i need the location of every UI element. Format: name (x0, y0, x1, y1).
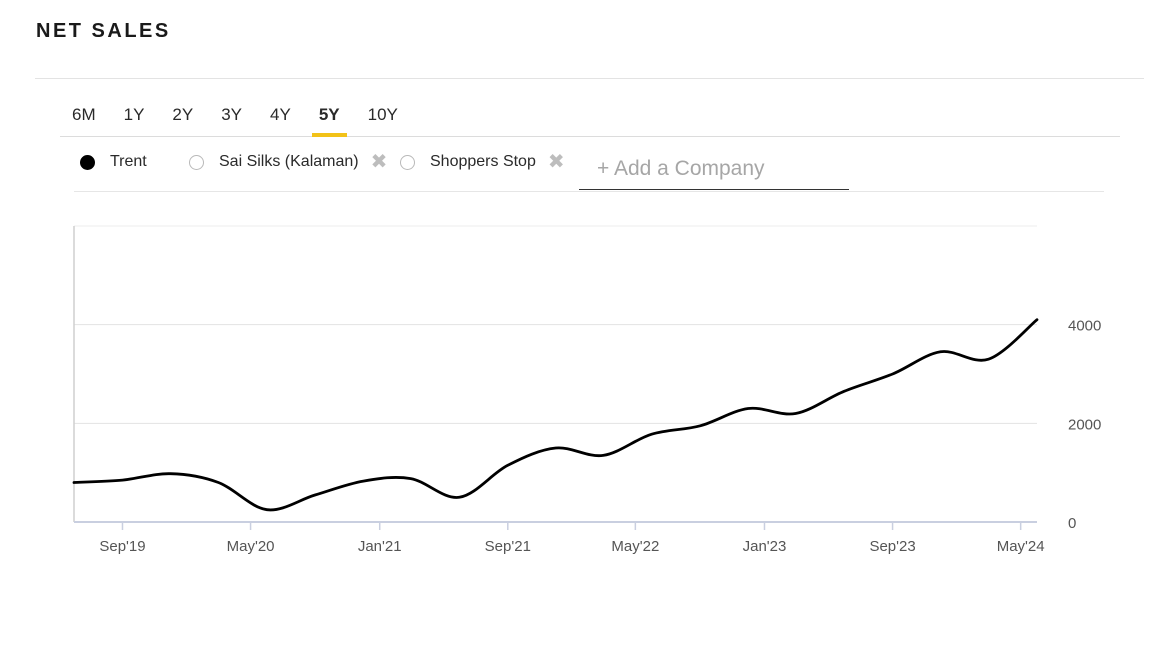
range-tab-10y[interactable]: 10Y (367, 105, 398, 124)
range-tab-5y[interactable]: 5Y (307, 102, 352, 137)
x-tick-label: May'22 (611, 538, 659, 555)
data-point-trent (168, 471, 174, 477)
x-tick-label: May'24 (997, 538, 1045, 555)
remove-company-icon[interactable]: ✖ (547, 151, 565, 173)
x-tick-label: Jan'23 (743, 538, 787, 555)
legend-item-shoppers-stop[interactable]: Shoppers Stop ✖ (400, 151, 565, 173)
y-tick-label: 0 (1068, 515, 1076, 532)
data-point-trent (600, 452, 606, 458)
data-point-trent (697, 423, 703, 429)
x-tick-label: Sep'23 (869, 538, 915, 555)
data-point-trent (1034, 317, 1040, 323)
chart-axes (73, 226, 1037, 530)
x-tick-label: Sep'19 (99, 538, 145, 555)
data-point-trent (938, 349, 944, 355)
data-point-trent (745, 406, 751, 412)
range-tab-6m[interactable]: 6M (72, 105, 96, 124)
radio-unchecked-icon[interactable] (189, 154, 204, 170)
range-tab-1y[interactable]: 1Y (123, 105, 145, 124)
range-tab-4y[interactable]: 4Y (270, 105, 291, 124)
range-tab-2y[interactable]: 2Y (172, 105, 194, 124)
data-point-trent (890, 371, 896, 377)
radio-unchecked-icon[interactable] (400, 154, 415, 170)
series-layer (71, 317, 1040, 513)
data-point-trent (264, 507, 270, 513)
data-point-trent (360, 478, 366, 484)
y-tick-label: 2000 (1068, 416, 1101, 433)
data-point-trent (408, 476, 414, 482)
add-company-input[interactable] (579, 137, 849, 190)
time-range-tabs: 6M 1Y 2Y 3Y 4Y 5Y 10Y (60, 102, 1120, 137)
data-point-trent (71, 480, 77, 486)
x-tick-label: Jan'21 (358, 538, 402, 555)
series-line-trent (72, 318, 1039, 512)
remove-company-icon[interactable]: ✖ (370, 151, 388, 173)
tick-labels: 0 2000 4000 Sep'19 May'20 Jan'21 Sep'21 May'22 J… (99, 318, 1101, 555)
grid-lines (74, 225, 1037, 424)
data-point-trent (553, 445, 559, 451)
data-point-trent (215, 480, 221, 486)
x-tick-label: Sep'21 (485, 538, 531, 555)
range-tab-3y[interactable]: 3Y (221, 105, 243, 124)
data-point-trent (841, 388, 847, 394)
legend-label: Shoppers Stop (430, 153, 536, 170)
legend-item-trent[interactable]: Trent (80, 153, 147, 171)
data-point-trent (986, 356, 992, 362)
x-tick-label: May'20 (227, 538, 275, 555)
radio-checked-icon[interactable] (80, 154, 95, 170)
data-point-trent (120, 477, 126, 483)
y-tick-label: 4000 (1068, 318, 1101, 335)
data-point-trent (312, 492, 318, 498)
legend-label: Sai Silks (Kalaman) (219, 153, 359, 170)
legend-label: Trent (110, 153, 147, 170)
data-point-trent (793, 411, 799, 417)
data-point-trent (649, 431, 655, 437)
company-legend: Shoppers Stop ✖ Sai Silks (Kalaman) ✖ Trent (74, 137, 1104, 192)
data-point-trent (505, 462, 511, 468)
page-title: NET SALES (36, 20, 171, 42)
data-point-trent (456, 494, 462, 500)
legend-item-sai-silks-kalaman[interactable]: Sai Silks (Kalaman) ✖ (189, 151, 388, 173)
title-divider (35, 78, 1144, 79)
